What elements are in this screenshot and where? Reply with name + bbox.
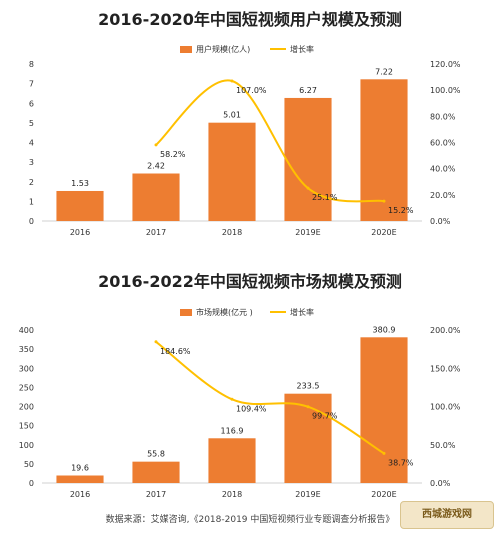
growth-rate-point: [382, 199, 386, 203]
bar-data-label: 6.27: [299, 86, 317, 95]
market-scale-chart: 2016-2022年中国短视频市场规模及预测 0 50 100 150 200 250 30…: [0, 262, 500, 512]
growth-rate-label: 25.1%: [312, 193, 338, 202]
bar-data-label: 233.5: [297, 382, 320, 391]
bar-data-label: 7.22: [375, 67, 393, 76]
bar: [360, 79, 408, 222]
growth-rate-point: [306, 186, 310, 190]
market-scale-chart-svg: 0 50 100 150 200 250 300 350 400 0.0% 50.0% 100.0% 1…: [19, 307, 461, 499]
y-right-tick-label: 80.0%: [430, 112, 456, 121]
x-tick-label: 2017: [146, 490, 166, 499]
bar-data-label: 5.01: [223, 111, 241, 120]
growth-rate-label: 99.7%: [312, 412, 338, 421]
y-right-tick-label: 50.0%: [430, 441, 456, 450]
bar-data-label: 1.53: [71, 179, 89, 188]
y-right-tick-label: 150.0%: [430, 364, 461, 373]
legend-line-label: 增长率: [290, 44, 314, 54]
growth-rate-label: 38.7%: [388, 458, 414, 467]
growth-rate-point: [306, 405, 310, 409]
bar: [284, 393, 332, 483]
bar: [56, 190, 104, 221]
y-right-tick-label: 200.0%: [430, 326, 461, 335]
y-left-tick-label: 400: [19, 326, 34, 335]
bar: [284, 97, 332, 221]
legend-bar-label: 市场规模(亿元 ): [196, 307, 253, 317]
bar: [132, 461, 180, 483]
y-right-tick-label: 0.0%: [430, 479, 451, 488]
y-right-tick-label: 40.0%: [430, 165, 456, 174]
bar: [360, 337, 408, 483]
bar-data-label: 55.8: [147, 450, 165, 459]
y-right-tick-label: 120.0%: [430, 60, 461, 69]
y-left-tick-label: 3: [29, 158, 34, 167]
bar-data-label: 116.9: [221, 426, 244, 435]
x-tick-label: 2019E: [295, 228, 320, 237]
y-left-tick-label: 8: [29, 60, 34, 69]
y-left-tick-label: 300: [19, 364, 34, 373]
user-scale-chart: 2016-2020年中国短视频用户规模及预测 0 1 2 3 4 5 6 7 8 0.0% 20.0…: [0, 0, 500, 262]
x-tick-label: 2019E: [295, 490, 320, 499]
x-tick-label: 2016: [70, 228, 90, 237]
source-note: 数据来源：艾媒咨询,《2018-2019 中国短视频行业专题调查分析报告》: [105, 515, 395, 525]
y-left-tick-label: 1: [29, 197, 34, 206]
growth-rate-label: 109.4%: [236, 404, 267, 413]
legend-bar-label: 用户规模(亿人): [196, 44, 250, 54]
y-left-tick-label: 6: [29, 99, 34, 108]
x-tick-label: 2020E: [371, 490, 396, 499]
y-right-tick-label: 100.0%: [430, 403, 461, 412]
x-tick-label: 2016: [70, 490, 90, 499]
y-left-tick-label: 150: [19, 422, 34, 431]
y-right-tick-label: 100.0%: [430, 86, 461, 95]
bar: [132, 173, 180, 221]
y-left-tick-label: 5: [29, 119, 34, 128]
growth-rate-point: [230, 397, 234, 401]
bar: [56, 475, 104, 483]
chart-title: 2016-2022年中国短视频市场规模及预测: [98, 272, 402, 291]
y-left-tick-label: 250: [19, 383, 34, 392]
user-scale-chart-svg: 0123456780.0%20.0%40.0%60.0%80.0%100.0%1…: [29, 44, 461, 237]
y-right-tick-label: 0.0%: [430, 217, 451, 226]
legend-line-label: 增长率: [290, 307, 314, 317]
growth-rate-point: [154, 340, 158, 344]
y-left-tick-label: 0: [29, 479, 34, 488]
x-tick-label: 2020E: [371, 228, 396, 237]
growth-rate-label: 184.6%: [160, 347, 191, 356]
y-right-tick-label: 20.0%: [430, 191, 456, 200]
x-tick-label: 2018: [222, 228, 242, 237]
growth-rate-point: [154, 143, 158, 147]
y-right-tick-label: 60.0%: [430, 139, 456, 148]
x-tick-label: 2018: [222, 490, 242, 499]
y-left-tick-label: 2: [29, 178, 34, 187]
growth-rate-point: [382, 451, 386, 455]
growth-rate-point: [230, 79, 234, 83]
x-tick-label: 2017: [146, 228, 166, 237]
y-left-tick-label: 50: [24, 460, 34, 469]
bar-data-label: 19.6: [71, 464, 89, 473]
growth-rate-label: 107.0%: [236, 86, 267, 95]
chart-title: 2016-2020年中国短视频用户规模及预测: [98, 10, 402, 29]
bar: [208, 122, 256, 221]
growth-rate-line: [155, 79, 385, 203]
growth-rate-line: [155, 340, 385, 455]
watermark-logo: 西城游戏网: [400, 501, 494, 529]
bar-data-label: 2.42: [147, 162, 165, 171]
growth-rate-label: 15.2%: [388, 206, 414, 215]
y-left-tick-label: 0: [29, 217, 34, 226]
y-left-tick-label: 7: [29, 80, 34, 89]
y-left-tick-label: 350: [19, 345, 34, 354]
bar: [208, 438, 256, 483]
bar-data-label: 380.9: [373, 325, 396, 334]
legend-bar-swatch: [180, 46, 192, 53]
y-left-tick-label: 200: [19, 403, 34, 412]
y-left-tick-label: 100: [19, 441, 34, 450]
growth-rate-label: 58.2%: [160, 150, 186, 159]
y-left-tick-label: 4: [29, 139, 34, 148]
legend-bar-swatch: [180, 309, 192, 316]
